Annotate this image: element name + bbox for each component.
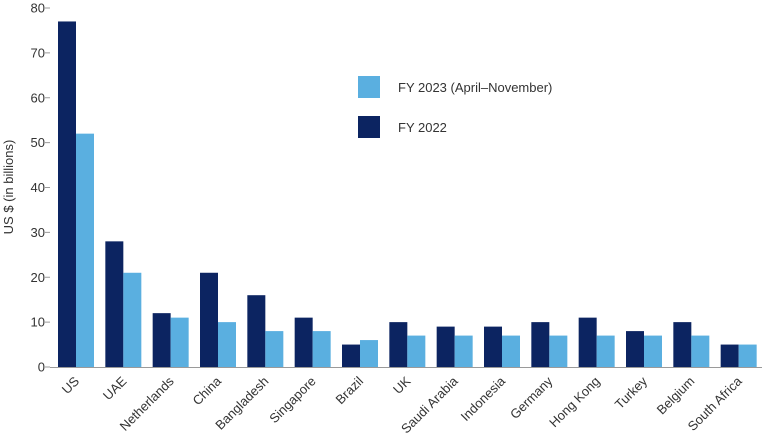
x-tick-label: Belgium	[654, 374, 698, 418]
bar-fy2023-us	[76, 133, 94, 367]
y-tick-label: 70	[31, 45, 45, 60]
legend: FY 2023 (April–November) FY 2022	[358, 76, 552, 138]
legend-swatch	[358, 76, 380, 98]
bar-fy2023-south-africa	[738, 344, 757, 367]
bar-fy2023-saudi-arabia	[454, 335, 473, 367]
bar-fy2022-germany	[531, 322, 550, 367]
x-tick-label: Hong Kong	[546, 374, 603, 431]
legend-label: FY 2022	[398, 120, 447, 135]
bar-fy2023-hong-kong	[596, 335, 615, 367]
bar-fy2023-bangladesh	[265, 331, 284, 367]
y-axis-title: US $ (in billions)	[1, 140, 16, 235]
bar-fy2022-uae	[105, 241, 124, 367]
x-tick-label: US	[59, 373, 83, 397]
bar-fy2022-uk	[389, 322, 408, 367]
x-tick-label: Singapore	[266, 374, 319, 427]
bar-fy2023-germany	[549, 335, 568, 367]
bar-fy2022-singapore	[294, 317, 313, 367]
x-tick-label: Indonesia	[458, 373, 509, 424]
bar-fy2023-uae	[123, 272, 142, 367]
bar-fy2022-brazil	[342, 344, 360, 367]
bar-fy2022-saudi-arabia	[436, 326, 455, 367]
y-tick-label: 30	[31, 225, 45, 240]
y-tick-label: 60	[31, 90, 45, 105]
bar-fy2022-netherlands	[152, 313, 171, 367]
legend-swatch	[358, 116, 380, 138]
bar-fy2022-indonesia	[484, 326, 502, 367]
bars-group	[58, 21, 757, 368]
x-tick-label: Brazil	[333, 373, 367, 407]
x-tick-label: Germany	[507, 373, 556, 422]
bar-fy2023-turkey	[644, 335, 662, 367]
x-tick-label: UK	[390, 373, 414, 397]
y-tick-label: 0	[38, 360, 45, 375]
bar-fy2022-south-africa	[720, 344, 739, 367]
bar-fy2022-hong-kong	[578, 317, 597, 367]
bar-fy2022-belgium	[673, 322, 692, 367]
y-tick-label: 10	[31, 315, 45, 330]
bar-fy2023-netherlands	[170, 317, 189, 367]
bar-fy2023-uk	[407, 335, 426, 367]
y-tick-label: 50	[31, 135, 45, 150]
x-tick-label: China	[189, 373, 224, 408]
bar-fy2023-singapore	[312, 331, 331, 367]
bar-fy2022-turkey	[626, 331, 644, 367]
y-tick-label: 80	[31, 1, 45, 16]
y-tick-label: 40	[31, 180, 45, 195]
y-axis-ticks: 0 10 20 30 40 50 60 70 80	[31, 1, 50, 375]
bar-fy2023-china	[218, 322, 236, 367]
bar-fy2023-brazil	[360, 340, 378, 367]
bar-fy2022-us	[58, 21, 76, 368]
x-tick-label: UAE	[100, 373, 130, 403]
bar-fy2022-bangladesh	[247, 295, 266, 367]
legend-label: FY 2023 (April–November)	[398, 80, 552, 95]
bar-fy2023-indonesia	[502, 335, 520, 367]
bar-fy2022-china	[200, 272, 218, 367]
x-tick-label: Turkey	[612, 373, 651, 412]
bar-fy2023-belgium	[691, 335, 710, 367]
y-tick-label: 20	[31, 270, 45, 285]
